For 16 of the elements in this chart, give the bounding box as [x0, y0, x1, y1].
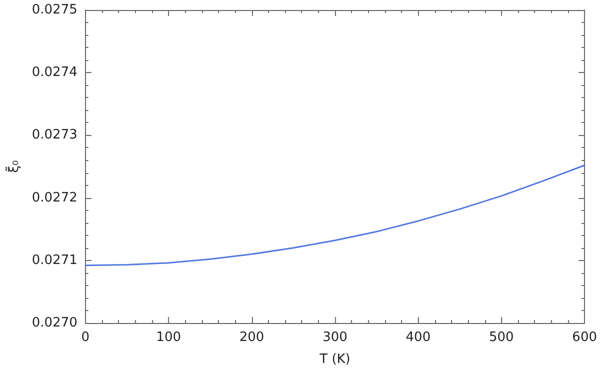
x-tick-label: 400 [406, 330, 431, 345]
y-tick-label: 0.0272 [32, 190, 78, 206]
y-tick-label: 0.0271 [32, 252, 78, 268]
x-tick-label: 100 [156, 330, 181, 345]
x-axis-title: T (K) [318, 352, 350, 367]
x-tick-label: 300 [322, 330, 348, 345]
y-tick-label: 0.0270 [32, 316, 78, 330]
x-tick-label: 600 [572, 330, 598, 345]
y-tick-label: 0.0274 [32, 65, 78, 80]
line-series [84, 164, 586, 266]
x-tick-label: 500 [488, 330, 514, 345]
x-tick-label: 200 [239, 330, 264, 345]
x-tick-label: 0 [81, 330, 90, 345]
y-tick-label: 0.0273 [32, 128, 78, 143]
y-axis-title: ξ̃₀ [4, 160, 22, 173]
y-tick-label: 0.0275 [32, 2, 78, 18]
